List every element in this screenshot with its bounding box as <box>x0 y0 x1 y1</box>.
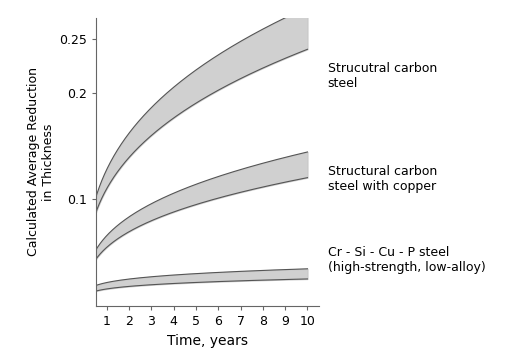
Y-axis label: Calculated Average Reduction
in Thickness: Calculated Average Reduction in Thicknes… <box>27 68 55 256</box>
Text: Cr - Si - Cu - P steel
(high-strength, low-alloy): Cr - Si - Cu - P steel (high-strength, l… <box>328 246 485 274</box>
X-axis label: Time, years: Time, years <box>167 334 247 348</box>
Text: Structural carbon
steel with copper: Structural carbon steel with copper <box>328 165 437 193</box>
Text: Strucutral carbon
steel: Strucutral carbon steel <box>328 62 437 90</box>
